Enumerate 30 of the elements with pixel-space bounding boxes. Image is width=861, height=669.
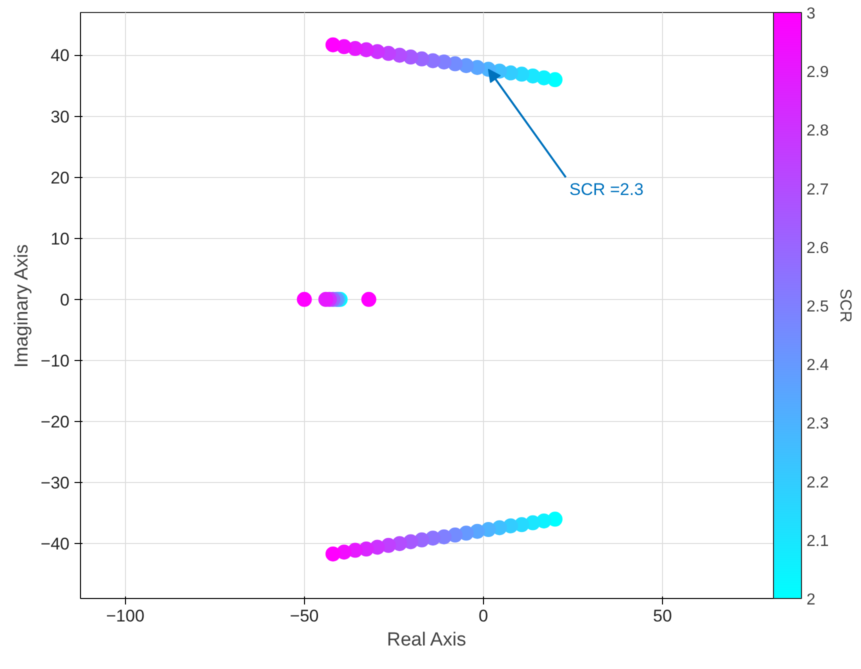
point: [296, 292, 312, 307]
y-tick-label: 10: [50, 229, 70, 248]
color-bar-label: 2.3: [806, 416, 829, 433]
color-bar-label: 3: [806, 6, 816, 22]
y-tick-label: −40: [40, 534, 70, 554]
y-tick-label: −10: [40, 351, 70, 370]
color-bar-label: 2.1: [806, 532, 829, 550]
y-tick-label: 40: [50, 46, 70, 66]
y-tick-label: 0: [60, 290, 70, 310]
color-bar-title: SCR: [836, 288, 854, 322]
annotation: SCR =2.3: [569, 180, 644, 200]
x-tick-label: 50: [653, 606, 672, 626]
x-tick-label: 0: [478, 606, 488, 626]
x-tick-label: −50: [290, 606, 319, 626]
point: [361, 292, 376, 307]
x-tick-label: −100: [106, 606, 144, 626]
color-bar-label: 2.5: [806, 298, 829, 316]
color-bar-label: 2.9: [806, 64, 829, 82]
x-axis-title: Real Axis: [386, 630, 466, 650]
color-bar-label: 2.8: [806, 122, 829, 140]
color-bar-label: 2.6: [806, 240, 829, 257]
color-bar-label: 2: [806, 592, 816, 608]
y-tick-label: 20: [50, 168, 70, 188]
y-tick-label: 30: [50, 107, 70, 126]
color-bar-label: 2.7: [806, 181, 829, 198]
color-bar-label: 2.4: [806, 357, 829, 374]
y-axis-title: Imaginary Axis: [12, 244, 33, 368]
color-bar-label: 2.2: [806, 474, 829, 492]
y-tick-label: −20: [40, 412, 70, 432]
y-tick-label: −30: [40, 474, 70, 493]
